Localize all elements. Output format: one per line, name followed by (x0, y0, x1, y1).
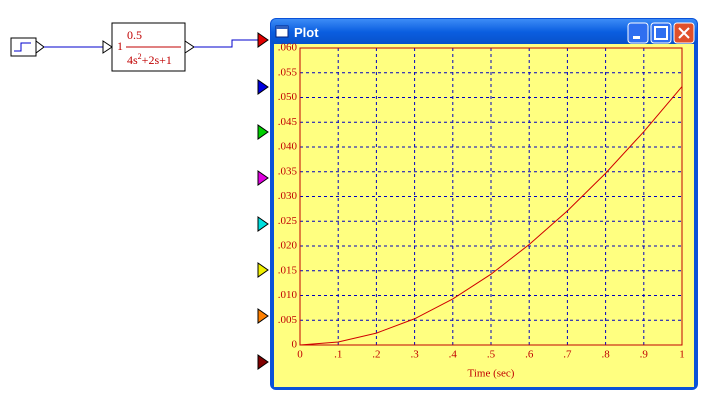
minimize-button[interactable] (627, 22, 649, 44)
y-tick-label: .060 (278, 42, 298, 54)
transfer-function-block[interactable]: 1 0.5 4s2+2s+1 (102, 22, 195, 72)
x-tick-label: .2 (372, 349, 380, 361)
x-tick-label: 1 (679, 349, 685, 361)
y-tick-label: .045 (278, 116, 298, 128)
x-tick-label: .7 (563, 349, 572, 361)
x-tick-label: .3 (410, 349, 419, 361)
step-block[interactable] (10, 37, 45, 57)
maximize-button[interactable] (650, 22, 672, 44)
y-tick-label: 0 (292, 339, 298, 351)
x-tick-label: .5 (487, 349, 496, 361)
y-tick-label: .050 (278, 91, 298, 103)
wire (194, 39, 258, 48)
input-ports (257, 32, 269, 370)
x-tick-label: .1 (334, 349, 342, 361)
x-tick-label: .4 (449, 349, 458, 361)
y-tick-label: .030 (278, 190, 298, 202)
plot: 0 .005 .010 .015 .020 .025 .030 .035 .040 .045 .05… (278, 42, 685, 380)
y-tick-label: .010 (278, 289, 298, 301)
gain: 1 (117, 39, 123, 53)
x-tick-label: 0 (297, 349, 303, 361)
y-tick-label: .025 (278, 215, 298, 227)
x-axis-label: Time (sec) (468, 368, 515, 380)
y-tick-label: .040 (278, 141, 298, 153)
plot-window: Plot (270, 18, 698, 390)
y-tick-label: .020 (278, 240, 298, 252)
window-title: Plot (294, 25, 319, 40)
denominator: 4s2+2s+1 (127, 52, 172, 67)
y-tick-label: .055 (278, 66, 298, 78)
numerator: 0.5 (127, 28, 142, 42)
x-tick-label: .6 (525, 349, 534, 361)
y-tick-label: .005 (278, 314, 298, 326)
x-tick-label: .8 (601, 349, 610, 361)
data-line (299, 86, 683, 346)
x-tick-label: .9 (640, 349, 649, 361)
close-button[interactable] (673, 22, 695, 44)
y-tick-label: .035 (278, 165, 298, 177)
y-tick-label: .015 (278, 264, 298, 276)
plot-frame (299, 47, 683, 346)
